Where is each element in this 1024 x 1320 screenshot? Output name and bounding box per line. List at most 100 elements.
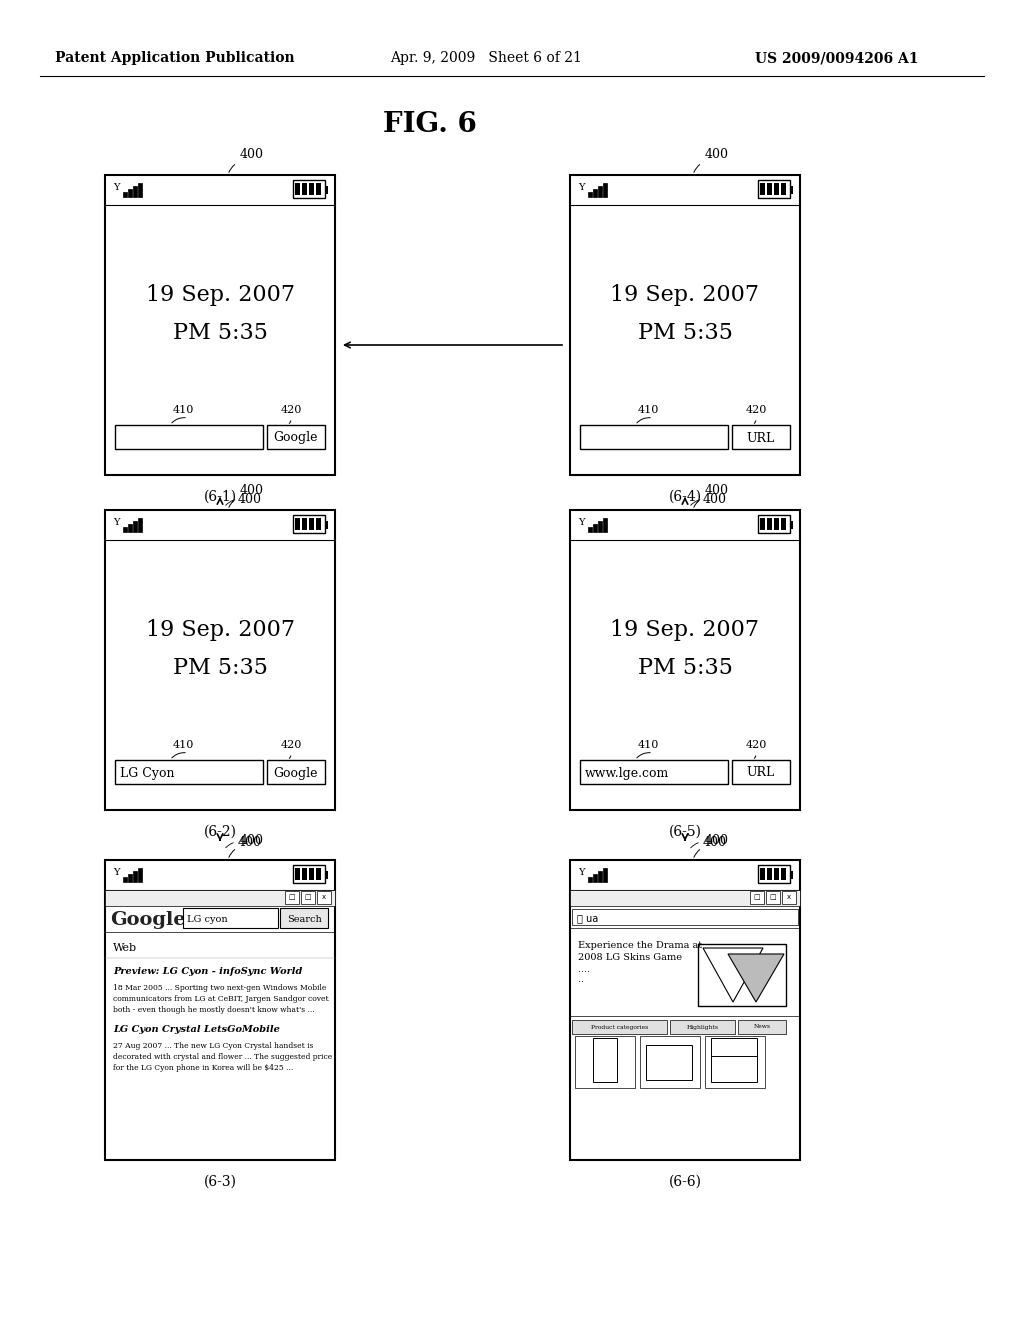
- Bar: [767, 869, 772, 880]
- Text: 410: 410: [637, 405, 658, 414]
- Bar: [280, 908, 328, 928]
- Bar: [588, 527, 592, 532]
- Bar: [293, 865, 325, 883]
- Text: (6-4): (6-4): [669, 490, 701, 504]
- Bar: [309, 869, 314, 880]
- Bar: [325, 521, 328, 529]
- Text: Apr. 9, 2009   Sheet 6 of 21: Apr. 9, 2009 Sheet 6 of 21: [390, 51, 582, 65]
- Bar: [575, 1036, 635, 1088]
- Bar: [593, 1038, 617, 1082]
- Text: 400: 400: [240, 833, 264, 846]
- Bar: [133, 521, 137, 532]
- Bar: [588, 191, 592, 197]
- Text: LG Cyon Crystal LetsGoMobile: LG Cyon Crystal LetsGoMobile: [113, 1026, 280, 1035]
- Bar: [133, 186, 137, 197]
- Text: Product categories: Product categories: [591, 1024, 648, 1030]
- Text: Y: Y: [578, 517, 585, 527]
- Text: (6-3): (6-3): [204, 1175, 237, 1189]
- Text: ..: ..: [578, 974, 584, 983]
- Text: Google: Google: [110, 911, 185, 929]
- Bar: [570, 176, 800, 475]
- Text: LG cyon: LG cyon: [187, 916, 227, 924]
- Bar: [309, 183, 314, 195]
- Bar: [781, 517, 786, 531]
- Bar: [760, 517, 765, 531]
- Bar: [593, 874, 597, 882]
- Bar: [570, 890, 800, 906]
- Bar: [738, 1020, 786, 1034]
- Bar: [325, 186, 328, 194]
- Text: News: News: [754, 1024, 770, 1030]
- Text: Y: Y: [113, 183, 120, 191]
- Text: FIG. 6: FIG. 6: [383, 111, 477, 139]
- Text: PM 5:35: PM 5:35: [173, 657, 267, 678]
- Text: 19 Sep. 2007: 19 Sep. 2007: [610, 619, 760, 642]
- Bar: [603, 183, 607, 197]
- Text: (6-6): (6-6): [669, 1175, 701, 1189]
- Text: 27 Aug 2007 ... The new LG Cyon Crystal handset is
decorated with crystal and fl: 27 Aug 2007 ... The new LG Cyon Crystal …: [113, 1041, 332, 1072]
- Bar: [128, 189, 132, 197]
- Text: 420: 420: [745, 405, 767, 414]
- Bar: [293, 180, 325, 198]
- Bar: [123, 527, 127, 532]
- Bar: [105, 510, 335, 810]
- Bar: [782, 891, 796, 904]
- Text: 420: 420: [745, 741, 767, 750]
- Text: Y: Y: [578, 183, 585, 191]
- Bar: [123, 191, 127, 197]
- Text: ....: ....: [578, 964, 590, 974]
- Text: 400: 400: [238, 492, 262, 506]
- Text: 19 Sep. 2007: 19 Sep. 2007: [145, 284, 295, 306]
- Bar: [580, 760, 728, 784]
- Text: PM 5:35: PM 5:35: [638, 657, 732, 678]
- Text: (6-1): (6-1): [204, 490, 237, 504]
- Polygon shape: [703, 948, 763, 1002]
- Bar: [128, 524, 132, 532]
- Text: Search: Search: [287, 916, 322, 924]
- Bar: [138, 183, 142, 197]
- Bar: [767, 183, 772, 195]
- Text: 400: 400: [703, 492, 727, 506]
- Text: 2008 LG Skins Game: 2008 LG Skins Game: [578, 953, 682, 962]
- Bar: [790, 521, 793, 529]
- Text: 18 Mar 2005 ... Sporting two next-gen Windows Mobile
communicators from LG at Ce: 18 Mar 2005 ... Sporting two next-gen Wi…: [113, 983, 329, 1014]
- Bar: [295, 869, 300, 880]
- Text: 19 Sep. 2007: 19 Sep. 2007: [610, 284, 760, 306]
- Bar: [309, 517, 314, 531]
- Bar: [760, 183, 765, 195]
- Bar: [598, 521, 602, 532]
- Text: Google: Google: [273, 432, 318, 445]
- Bar: [758, 515, 790, 533]
- Text: Patent Application Publication: Patent Application Publication: [55, 51, 295, 65]
- Text: □: □: [289, 894, 295, 900]
- Bar: [317, 891, 331, 904]
- Bar: [698, 944, 786, 1006]
- Text: 400: 400: [705, 483, 729, 496]
- Text: PM 5:35: PM 5:35: [173, 322, 267, 345]
- Bar: [758, 180, 790, 198]
- Bar: [766, 891, 780, 904]
- Bar: [646, 1045, 692, 1080]
- Bar: [302, 183, 307, 195]
- Bar: [285, 891, 299, 904]
- Bar: [670, 1020, 735, 1034]
- Text: 410: 410: [637, 741, 658, 750]
- Bar: [295, 517, 300, 531]
- Text: 400: 400: [705, 833, 729, 846]
- Text: □: □: [770, 894, 776, 900]
- Text: URL: URL: [746, 432, 775, 445]
- Bar: [711, 1053, 757, 1082]
- Text: URL: URL: [746, 767, 775, 780]
- Bar: [711, 1038, 757, 1056]
- Text: (6-5): (6-5): [669, 825, 701, 840]
- Bar: [570, 861, 800, 1160]
- Text: 410: 410: [172, 405, 194, 414]
- Bar: [750, 891, 764, 904]
- Bar: [105, 176, 335, 475]
- Text: 420: 420: [281, 405, 302, 414]
- Text: 400: 400: [240, 483, 264, 496]
- Bar: [267, 760, 325, 784]
- Bar: [640, 1036, 700, 1088]
- Text: □: □: [754, 894, 760, 900]
- Bar: [760, 869, 765, 880]
